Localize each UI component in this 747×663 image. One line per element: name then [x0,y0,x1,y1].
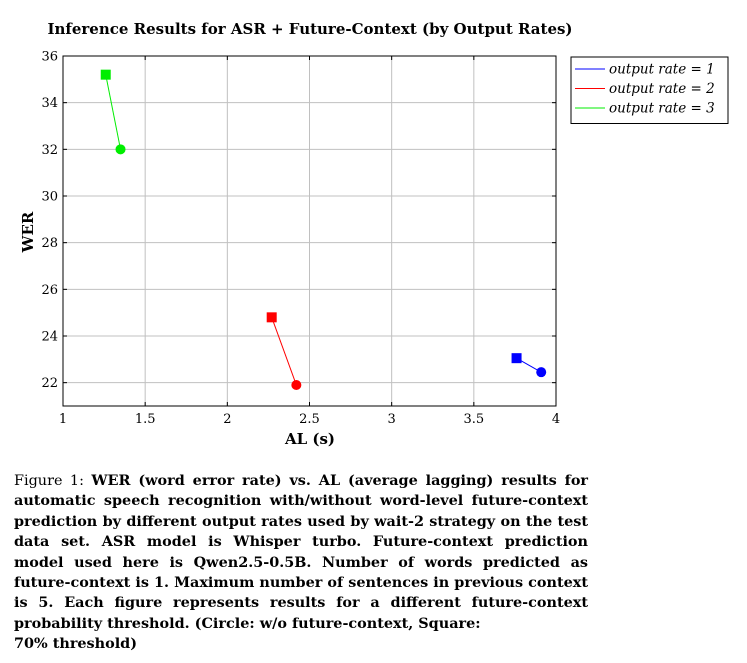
x-axis-label: AL (s) [284,430,335,448]
series-layer [100,69,547,390]
circle-marker [536,367,547,378]
x-tick-label: 1 [59,412,67,427]
series-line [271,317,297,386]
legend: output rate = 1 output rate = 2 output rat… [570,56,729,124]
circle-marker [115,144,126,155]
chart: Inference Results for ASR + Future-Conte… [19,20,729,448]
y-tick-label: 22 [41,376,58,391]
caption-label: Figure 1: [14,473,84,489]
chart-title: Inference Results for ASR + Future-Conte… [47,20,572,38]
square-marker [266,312,277,323]
series-1 [511,353,547,378]
axis-ticks: 1 1.5 2 2.5 3 3.5 4 22 24 26 28 30 32 34 36 [41,50,560,428]
y-axis-label: WER [19,211,37,253]
series-2 [266,312,302,390]
grid [62,55,557,406]
legend-label: output rate = 2 [609,81,715,97]
caption-last-line: 70% threshold) [14,635,138,653]
legend-label: output rate = 1 [609,62,715,78]
y-tick-label: 32 [41,143,58,158]
figure-caption: Figure 1: WER (word error rate) vs. AL (… [14,471,588,655]
y-tick-label: 24 [41,330,58,345]
x-tick-label: 3 [388,412,396,427]
y-tick-label: 34 [41,96,58,111]
caption-text: WER (word error rate) vs. AL (average la… [14,472,588,632]
x-tick-label: 2.5 [299,412,320,427]
circle-marker [291,380,302,390]
legend-box [570,56,729,124]
series-3 [100,69,126,155]
series-line [105,74,122,150]
y-tick-label: 30 [41,190,58,205]
legend-label: output rate = 3 [609,101,715,117]
x-tick-label: 2 [223,412,231,427]
y-tick-label: 26 [41,283,58,298]
x-tick-label: 1.5 [135,412,156,427]
x-tick-label: 4 [552,412,560,427]
x-tick-label: 3.5 [463,412,484,427]
square-marker [100,69,111,80]
y-tick-label: 36 [41,50,58,65]
square-marker [511,353,522,364]
y-tick-label: 28 [41,236,58,251]
